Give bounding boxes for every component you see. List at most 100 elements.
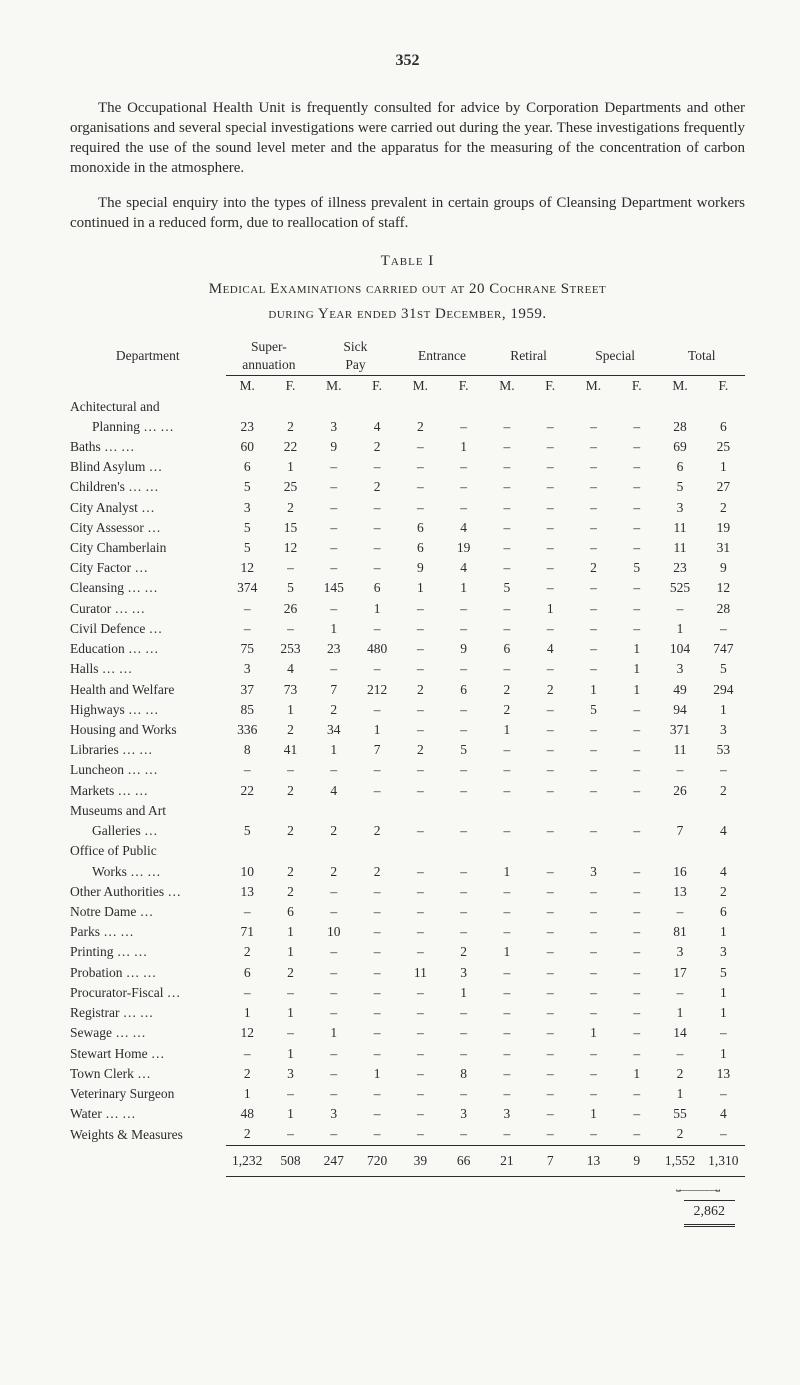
col-f: F. — [355, 376, 398, 397]
table-row: Libraries … …8411725––––1153 — [70, 740, 745, 760]
data-cell: 1 — [312, 1023, 355, 1043]
data-cell: 1 — [442, 437, 485, 457]
data-cell: 49 — [658, 680, 701, 700]
col-f: F. — [269, 376, 312, 397]
col-f: F. — [615, 376, 658, 397]
data-cell: – — [399, 902, 442, 922]
data-cell: – — [529, 700, 572, 720]
data-cell: – — [442, 619, 485, 639]
data-cell: – — [226, 599, 269, 619]
data-cell: – — [485, 1064, 528, 1084]
data-cell: – — [312, 518, 355, 538]
data-cell: – — [529, 417, 572, 437]
data-cell: – — [615, 983, 658, 1003]
table-row: Housing and Works3362341––1–––3713 — [70, 720, 745, 740]
data-cell: – — [615, 1023, 658, 1043]
data-cell: – — [572, 781, 615, 801]
data-cell: 6 — [399, 518, 442, 538]
data-cell: – — [529, 922, 572, 942]
data-cell: 6 — [485, 639, 528, 659]
grand-total-box: 2,862 — [70, 1200, 745, 1227]
data-cell: 480 — [355, 639, 398, 659]
data-cell: 3 — [312, 1104, 355, 1124]
data-cell — [485, 397, 528, 417]
dept-label: Cleansing … … — [70, 578, 226, 598]
total-cell: 21 — [485, 1145, 528, 1176]
data-cell: 3 — [485, 1104, 528, 1124]
dept-label: City Factor … — [70, 558, 226, 578]
page-number: 352 — [70, 50, 745, 72]
dept-label: Baths … … — [70, 437, 226, 457]
data-cell: 5 — [702, 963, 745, 983]
data-cell: – — [312, 942, 355, 962]
data-cell: – — [615, 599, 658, 619]
data-cell: – — [399, 639, 442, 659]
data-cell: 14 — [658, 1023, 701, 1043]
data-cell: – — [572, 963, 615, 983]
table-row: Water … …4813––33–1–554 — [70, 1104, 745, 1124]
data-cell: – — [529, 437, 572, 457]
data-cell: 212 — [355, 680, 398, 700]
data-cell: – — [485, 1124, 528, 1145]
table-row: Achitectural and — [70, 397, 745, 417]
total-cell: 247 — [312, 1145, 355, 1176]
data-cell: 1 — [572, 1023, 615, 1043]
dept-label: Libraries … … — [70, 740, 226, 760]
data-cell: – — [442, 457, 485, 477]
data-cell — [485, 841, 528, 861]
data-cell: – — [312, 1003, 355, 1023]
data-cell: 6 — [226, 457, 269, 477]
data-cell: – — [529, 740, 572, 760]
data-cell: – — [615, 518, 658, 538]
data-cell: – — [442, 821, 485, 841]
dept-label: City Chamberlain — [70, 538, 226, 558]
data-cell: – — [529, 983, 572, 1003]
data-cell: – — [485, 518, 528, 538]
data-cell: 23 — [226, 417, 269, 437]
data-cell: 16 — [658, 862, 701, 882]
data-cell: 2 — [485, 700, 528, 720]
data-cell: – — [529, 1064, 572, 1084]
table-label: Table I — [70, 251, 745, 271]
data-cell: – — [485, 781, 528, 801]
data-cell: – — [226, 619, 269, 639]
data-cell: 8 — [226, 740, 269, 760]
dept-label: Highways … … — [70, 700, 226, 720]
data-cell: 1 — [269, 1044, 312, 1064]
data-cell: 85 — [226, 700, 269, 720]
data-cell: 2 — [269, 963, 312, 983]
data-cell: – — [269, 760, 312, 780]
table-title-line2: during Year ended 31st December, 1959. — [70, 304, 745, 324]
data-cell: 1 — [226, 1084, 269, 1104]
data-cell: 2 — [355, 437, 398, 457]
data-cell: – — [572, 437, 615, 457]
data-cell: 4 — [702, 821, 745, 841]
data-cell: – — [355, 558, 398, 578]
data-cell: 53 — [702, 740, 745, 760]
data-cell: 9 — [312, 437, 355, 457]
data-cell: 8 — [442, 1064, 485, 1084]
total-cell: 9 — [615, 1145, 658, 1176]
data-cell: 1 — [442, 983, 485, 1003]
table-row: Health and Welfare3773721226221149294 — [70, 680, 745, 700]
data-cell — [572, 841, 615, 861]
data-cell: – — [615, 417, 658, 437]
data-cell: 1 — [702, 983, 745, 1003]
total-cell: 7 — [529, 1145, 572, 1176]
data-cell: – — [355, 1044, 398, 1064]
data-cell: – — [399, 619, 442, 639]
data-cell: 11 — [658, 518, 701, 538]
data-cell: 12 — [702, 578, 745, 598]
data-cell: 12 — [226, 1023, 269, 1043]
data-cell — [399, 841, 442, 861]
data-cell: – — [572, 983, 615, 1003]
data-cell: 6 — [355, 578, 398, 598]
data-cell: – — [226, 760, 269, 780]
data-cell: 11 — [658, 740, 701, 760]
dept-label: Office of Public — [70, 841, 226, 861]
data-cell: 1 — [269, 922, 312, 942]
data-cell: 3 — [226, 498, 269, 518]
paragraph-2: The special enquiry into the types of il… — [70, 193, 745, 234]
col-f: F. — [442, 376, 485, 397]
data-cell: – — [529, 1044, 572, 1064]
